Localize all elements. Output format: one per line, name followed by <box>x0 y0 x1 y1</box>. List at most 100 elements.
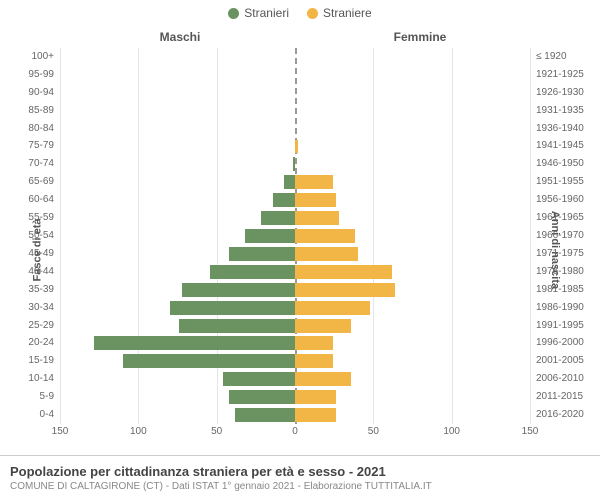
age-label: 90-94 <box>28 88 60 98</box>
legend-label-male: Stranieri <box>244 6 289 20</box>
age-row: 45-491971-1975 <box>60 245 530 263</box>
age-row: 90-941926-1930 <box>60 84 530 102</box>
bar-male <box>94 336 295 350</box>
birth-year-label: 1926-1930 <box>530 88 584 98</box>
age-row: 85-891931-1935 <box>60 102 530 120</box>
bar-female <box>295 283 395 297</box>
legend-swatch-male <box>228 8 239 19</box>
age-label: 100+ <box>31 52 60 62</box>
x-tick: 100 <box>130 426 147 437</box>
birth-year-label: 1976-1980 <box>530 267 584 277</box>
age-label: 80-84 <box>28 124 60 134</box>
bar-female <box>295 265 392 279</box>
caption-subtitle: COMUNE DI CALTAGIRONE (CT) - Dati ISTAT … <box>10 481 590 492</box>
birth-year-label: 2016-2020 <box>530 410 584 420</box>
age-row: 60-641956-1960 <box>60 191 530 209</box>
x-tick: 0 <box>292 426 298 437</box>
bar-male <box>261 211 295 225</box>
x-tick: 100 <box>443 426 460 437</box>
age-label: 55-59 <box>28 213 60 223</box>
bar-rows: 100+≤ 192095-991921-192590-941926-193085… <box>60 48 530 424</box>
x-axis: 15010050050100150 <box>60 426 530 440</box>
age-label: 40-44 <box>28 267 60 277</box>
x-tick: 50 <box>368 426 379 437</box>
column-headers: Maschi Femmine <box>0 30 600 44</box>
bar-male <box>235 408 295 422</box>
legend-item-female: Straniere <box>307 6 372 20</box>
divider-line <box>0 455 600 456</box>
caption-title: Popolazione per cittadinanza straniera p… <box>10 464 590 479</box>
bar-male <box>293 157 295 171</box>
age-label: 85-89 <box>28 106 60 116</box>
age-row: 35-391981-1985 <box>60 281 530 299</box>
age-label: 35-39 <box>28 285 60 295</box>
age-row: 25-291991-1995 <box>60 317 530 335</box>
age-row: 15-192001-2005 <box>60 352 530 370</box>
bar-female <box>295 319 351 333</box>
birth-year-label: 1971-1975 <box>530 249 584 259</box>
age-label: 50-54 <box>28 231 60 241</box>
bar-female <box>295 354 333 368</box>
bar-male <box>273 193 295 207</box>
birth-year-label: 1946-1950 <box>530 159 584 169</box>
x-tick: 50 <box>211 426 222 437</box>
bar-male <box>245 229 295 243</box>
bar-female <box>295 408 336 422</box>
birth-year-label: 1996-2000 <box>530 338 584 348</box>
bar-female <box>295 390 336 404</box>
header-male: Maschi <box>0 30 300 44</box>
header-female: Femmine <box>300 30 600 44</box>
age-label: 60-64 <box>28 195 60 205</box>
bar-male <box>223 372 295 386</box>
age-row: 80-841936-1940 <box>60 120 530 138</box>
age-label: 25-29 <box>28 321 60 331</box>
bar-female <box>295 372 351 386</box>
age-row: 30-341986-1990 <box>60 299 530 317</box>
age-row: 70-741946-1950 <box>60 155 530 173</box>
bar-female <box>295 175 333 189</box>
bar-male <box>229 247 295 261</box>
age-label: 0-4 <box>40 410 60 420</box>
bar-male <box>229 390 295 404</box>
x-tick: 150 <box>522 426 539 437</box>
age-row: 5-92011-2015 <box>60 388 530 406</box>
birth-year-label: 1931-1935 <box>530 106 584 116</box>
birth-year-label: 1981-1985 <box>530 285 584 295</box>
age-label: 45-49 <box>28 249 60 259</box>
age-row: 100+≤ 1920 <box>60 48 530 66</box>
legend-label-female: Straniere <box>323 6 372 20</box>
bar-male <box>170 301 295 315</box>
bar-female <box>295 140 298 154</box>
birth-year-label: 1986-1990 <box>530 303 584 313</box>
birth-year-label: ≤ 1920 <box>530 52 567 62</box>
caption: Popolazione per cittadinanza straniera p… <box>10 464 590 492</box>
age-label: 30-34 <box>28 303 60 313</box>
age-row: 50-541966-1970 <box>60 227 530 245</box>
age-label: 70-74 <box>28 159 60 169</box>
bar-male <box>179 319 295 333</box>
age-row: 20-241996-2000 <box>60 335 530 353</box>
legend: Stranieri Straniere <box>0 0 600 20</box>
bar-male <box>210 265 295 279</box>
legend-swatch-female <box>307 8 318 19</box>
birth-year-label: 1936-1940 <box>530 124 584 134</box>
bar-female <box>295 193 336 207</box>
bar-female <box>295 336 333 350</box>
birth-year-label: 1991-1995 <box>530 321 584 331</box>
bar-male <box>123 354 295 368</box>
age-row: 10-142006-2010 <box>60 370 530 388</box>
age-row: 65-691951-1955 <box>60 173 530 191</box>
birth-year-label: 1956-1960 <box>530 195 584 205</box>
birth-year-label: 1961-1965 <box>530 213 584 223</box>
age-label: 65-69 <box>28 177 60 187</box>
age-label: 10-14 <box>28 374 60 384</box>
birth-year-label: 1951-1955 <box>530 177 584 187</box>
age-label: 20-24 <box>28 338 60 348</box>
birth-year-label: 2001-2005 <box>530 356 584 366</box>
birth-year-label: 1966-1970 <box>530 231 584 241</box>
birth-year-label: 2006-2010 <box>530 374 584 384</box>
age-row: 40-441976-1980 <box>60 263 530 281</box>
age-label: 75-79 <box>28 141 60 151</box>
age-row: 95-991921-1925 <box>60 66 530 84</box>
age-label: 5-9 <box>40 392 60 402</box>
